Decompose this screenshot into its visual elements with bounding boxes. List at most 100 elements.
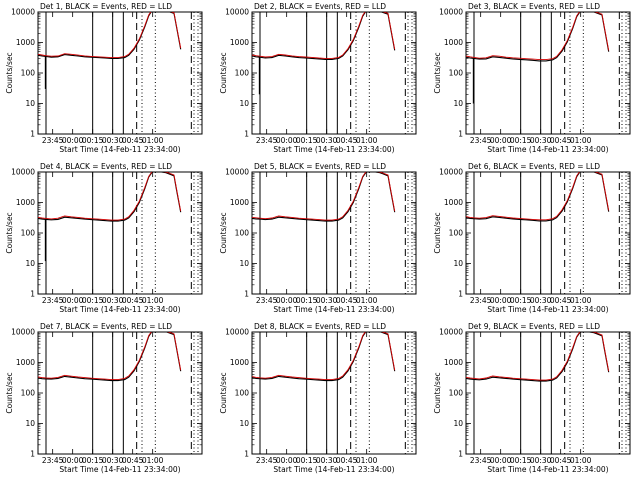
x-axis-label: Start Time (14-Feb-11 23:34:00) — [59, 305, 180, 314]
x-tick-label: 00:00 — [490, 136, 512, 145]
panel-title: Det 5, BLACK = Events, RED = LLD — [254, 162, 386, 171]
x-tick-label: 23:45 — [42, 456, 64, 465]
panel-title: Det 7, BLACK = Events, RED = LLD — [40, 322, 172, 331]
plot-area — [38, 12, 199, 134]
x-tick-label: 00:00 — [62, 456, 84, 465]
series-events-line — [466, 332, 610, 382]
plot-area — [466, 12, 627, 134]
y-tick-label: 10000 — [11, 328, 35, 337]
plot-frame — [37, 171, 203, 295]
x-tick-label: 23:45 — [42, 136, 64, 145]
y-tick-label: 1000 — [16, 38, 35, 47]
panel-title: Det 4, BLACK = Events, RED = LLD — [40, 162, 172, 171]
x-tick-label: 00:30 — [530, 296, 552, 305]
x-tick-label: 01:00 — [570, 296, 592, 305]
x-tick-label: 00:30 — [316, 136, 338, 145]
y-tick-label: 1000 — [444, 358, 463, 367]
y-tick-label: 100 — [449, 229, 464, 238]
panel-title: Det 9, BLACK = Events, RED = LLD — [468, 322, 600, 331]
x-tick-label: 00:00 — [276, 456, 298, 465]
plot-area — [252, 172, 413, 294]
x-tick-label: 00:45 — [336, 136, 358, 145]
series-events-line — [38, 332, 182, 382]
x-tick-label: 01:00 — [570, 456, 592, 465]
series-lld-line — [252, 12, 396, 59]
x-tick-label: 23:45 — [470, 456, 492, 465]
plot-area — [38, 172, 199, 294]
x-tick-label: 00:00 — [276, 136, 298, 145]
plot-area — [38, 332, 199, 454]
x-tick-label: 00:45 — [122, 296, 144, 305]
y-tick-label: 100 — [21, 229, 36, 238]
y-tick-label: 10000 — [225, 8, 249, 17]
x-tick-label: 01:00 — [356, 296, 378, 305]
y-tick-label: 1000 — [444, 198, 463, 207]
panel-title: Det 1, BLACK = Events, RED = LLD — [40, 2, 172, 11]
series-events-line — [38, 172, 182, 222]
y-tick-label: 10000 — [225, 168, 249, 177]
y-tick-label: 100 — [21, 389, 36, 398]
y-tick-label: 10 — [239, 259, 249, 268]
x-axis-label: Start Time (14-Feb-11 23:34:00) — [59, 145, 180, 154]
plot-area — [252, 332, 413, 454]
x-tick-label: 00:15 — [82, 136, 104, 145]
plot-area — [466, 332, 627, 454]
y-tick-label: 10000 — [11, 168, 35, 177]
x-axis-label: Start Time (14-Feb-11 23:34:00) — [273, 305, 394, 314]
y-tick-label: 10 — [453, 99, 463, 108]
x-tick-label: 00:30 — [102, 456, 124, 465]
y-tick-label: 1 — [30, 290, 35, 299]
panel-title: Det 8, BLACK = Events, RED = LLD — [254, 322, 386, 331]
panel-det-6: Det 6, BLACK = Events, RED = LLD 1 10 100 10… — [433, 162, 631, 314]
y-tick-label: 1 — [244, 450, 249, 459]
y-tick-label: 10000 — [439, 328, 463, 337]
panel-det-3: Det 3, BLACK = Events, RED = LLD 1 10 100 10… — [433, 2, 631, 154]
series-events-line — [252, 332, 396, 382]
x-tick-label: 23:45 — [256, 456, 278, 465]
y-tick-label: 100 — [235, 69, 250, 78]
y-tick-label: 100 — [235, 389, 250, 398]
y-tick-label: 1 — [458, 450, 463, 459]
y-tick-label: 100 — [235, 229, 250, 238]
y-axis-label: Counts/sec — [219, 372, 228, 413]
y-tick-label: 10 — [25, 259, 35, 268]
x-tick-label: 23:45 — [256, 136, 278, 145]
y-tick-label: 10 — [239, 99, 249, 108]
panel-det-2: Det 2, BLACK = Events, RED = LLD 1 10 100 10… — [219, 2, 417, 154]
y-tick-label: 100 — [449, 69, 464, 78]
x-tick-label: 00:15 — [82, 296, 104, 305]
series-events-line — [466, 172, 610, 222]
y-tick-label: 100 — [449, 389, 464, 398]
series-lld-line — [38, 172, 182, 221]
y-tick-label: 1000 — [230, 38, 249, 47]
y-tick-label: 1000 — [16, 358, 35, 367]
y-tick-label: 10 — [453, 419, 463, 428]
x-tick-label: 00:15 — [82, 456, 104, 465]
x-tick-label: 00:00 — [490, 456, 512, 465]
y-axis-label: Counts/sec — [5, 212, 14, 253]
x-tick-label: 00:15 — [296, 296, 318, 305]
y-tick-label: 100 — [21, 69, 36, 78]
series-lld-line — [252, 172, 396, 221]
x-axis-label: Start Time (14-Feb-11 23:34:00) — [487, 465, 608, 474]
x-tick-label: 01:00 — [356, 456, 378, 465]
panel-det-1: Det 1, BLACK = Events, RED = LLD 1 10 100 10… — [5, 2, 203, 154]
x-axis-label: Start Time (14-Feb-11 23:34:00) — [487, 145, 608, 154]
y-tick-label: 1 — [30, 450, 35, 459]
y-axis-label: Counts/sec — [219, 212, 228, 253]
y-tick-label: 1 — [244, 290, 249, 299]
plot-area — [252, 12, 413, 134]
y-tick-label: 10 — [25, 99, 35, 108]
x-axis-label: Start Time (14-Feb-11 23:34:00) — [273, 465, 394, 474]
y-tick-label: 10000 — [225, 328, 249, 337]
panel-det-4: Det 4, BLACK = Events, RED = LLD 1 10 100 10… — [5, 162, 203, 314]
x-tick-label: 00:30 — [530, 136, 552, 145]
y-tick-label: 10000 — [11, 8, 35, 17]
x-tick-label: 00:30 — [102, 296, 124, 305]
x-axis-label: Start Time (14-Feb-11 23:34:00) — [59, 465, 180, 474]
x-tick-label: 23:45 — [42, 296, 64, 305]
x-tick-label: 00:30 — [316, 456, 338, 465]
y-tick-label: 10000 — [439, 8, 463, 17]
panel-det-7: Det 7, BLACK = Events, RED = LLD 1 10 100 10… — [5, 322, 203, 474]
